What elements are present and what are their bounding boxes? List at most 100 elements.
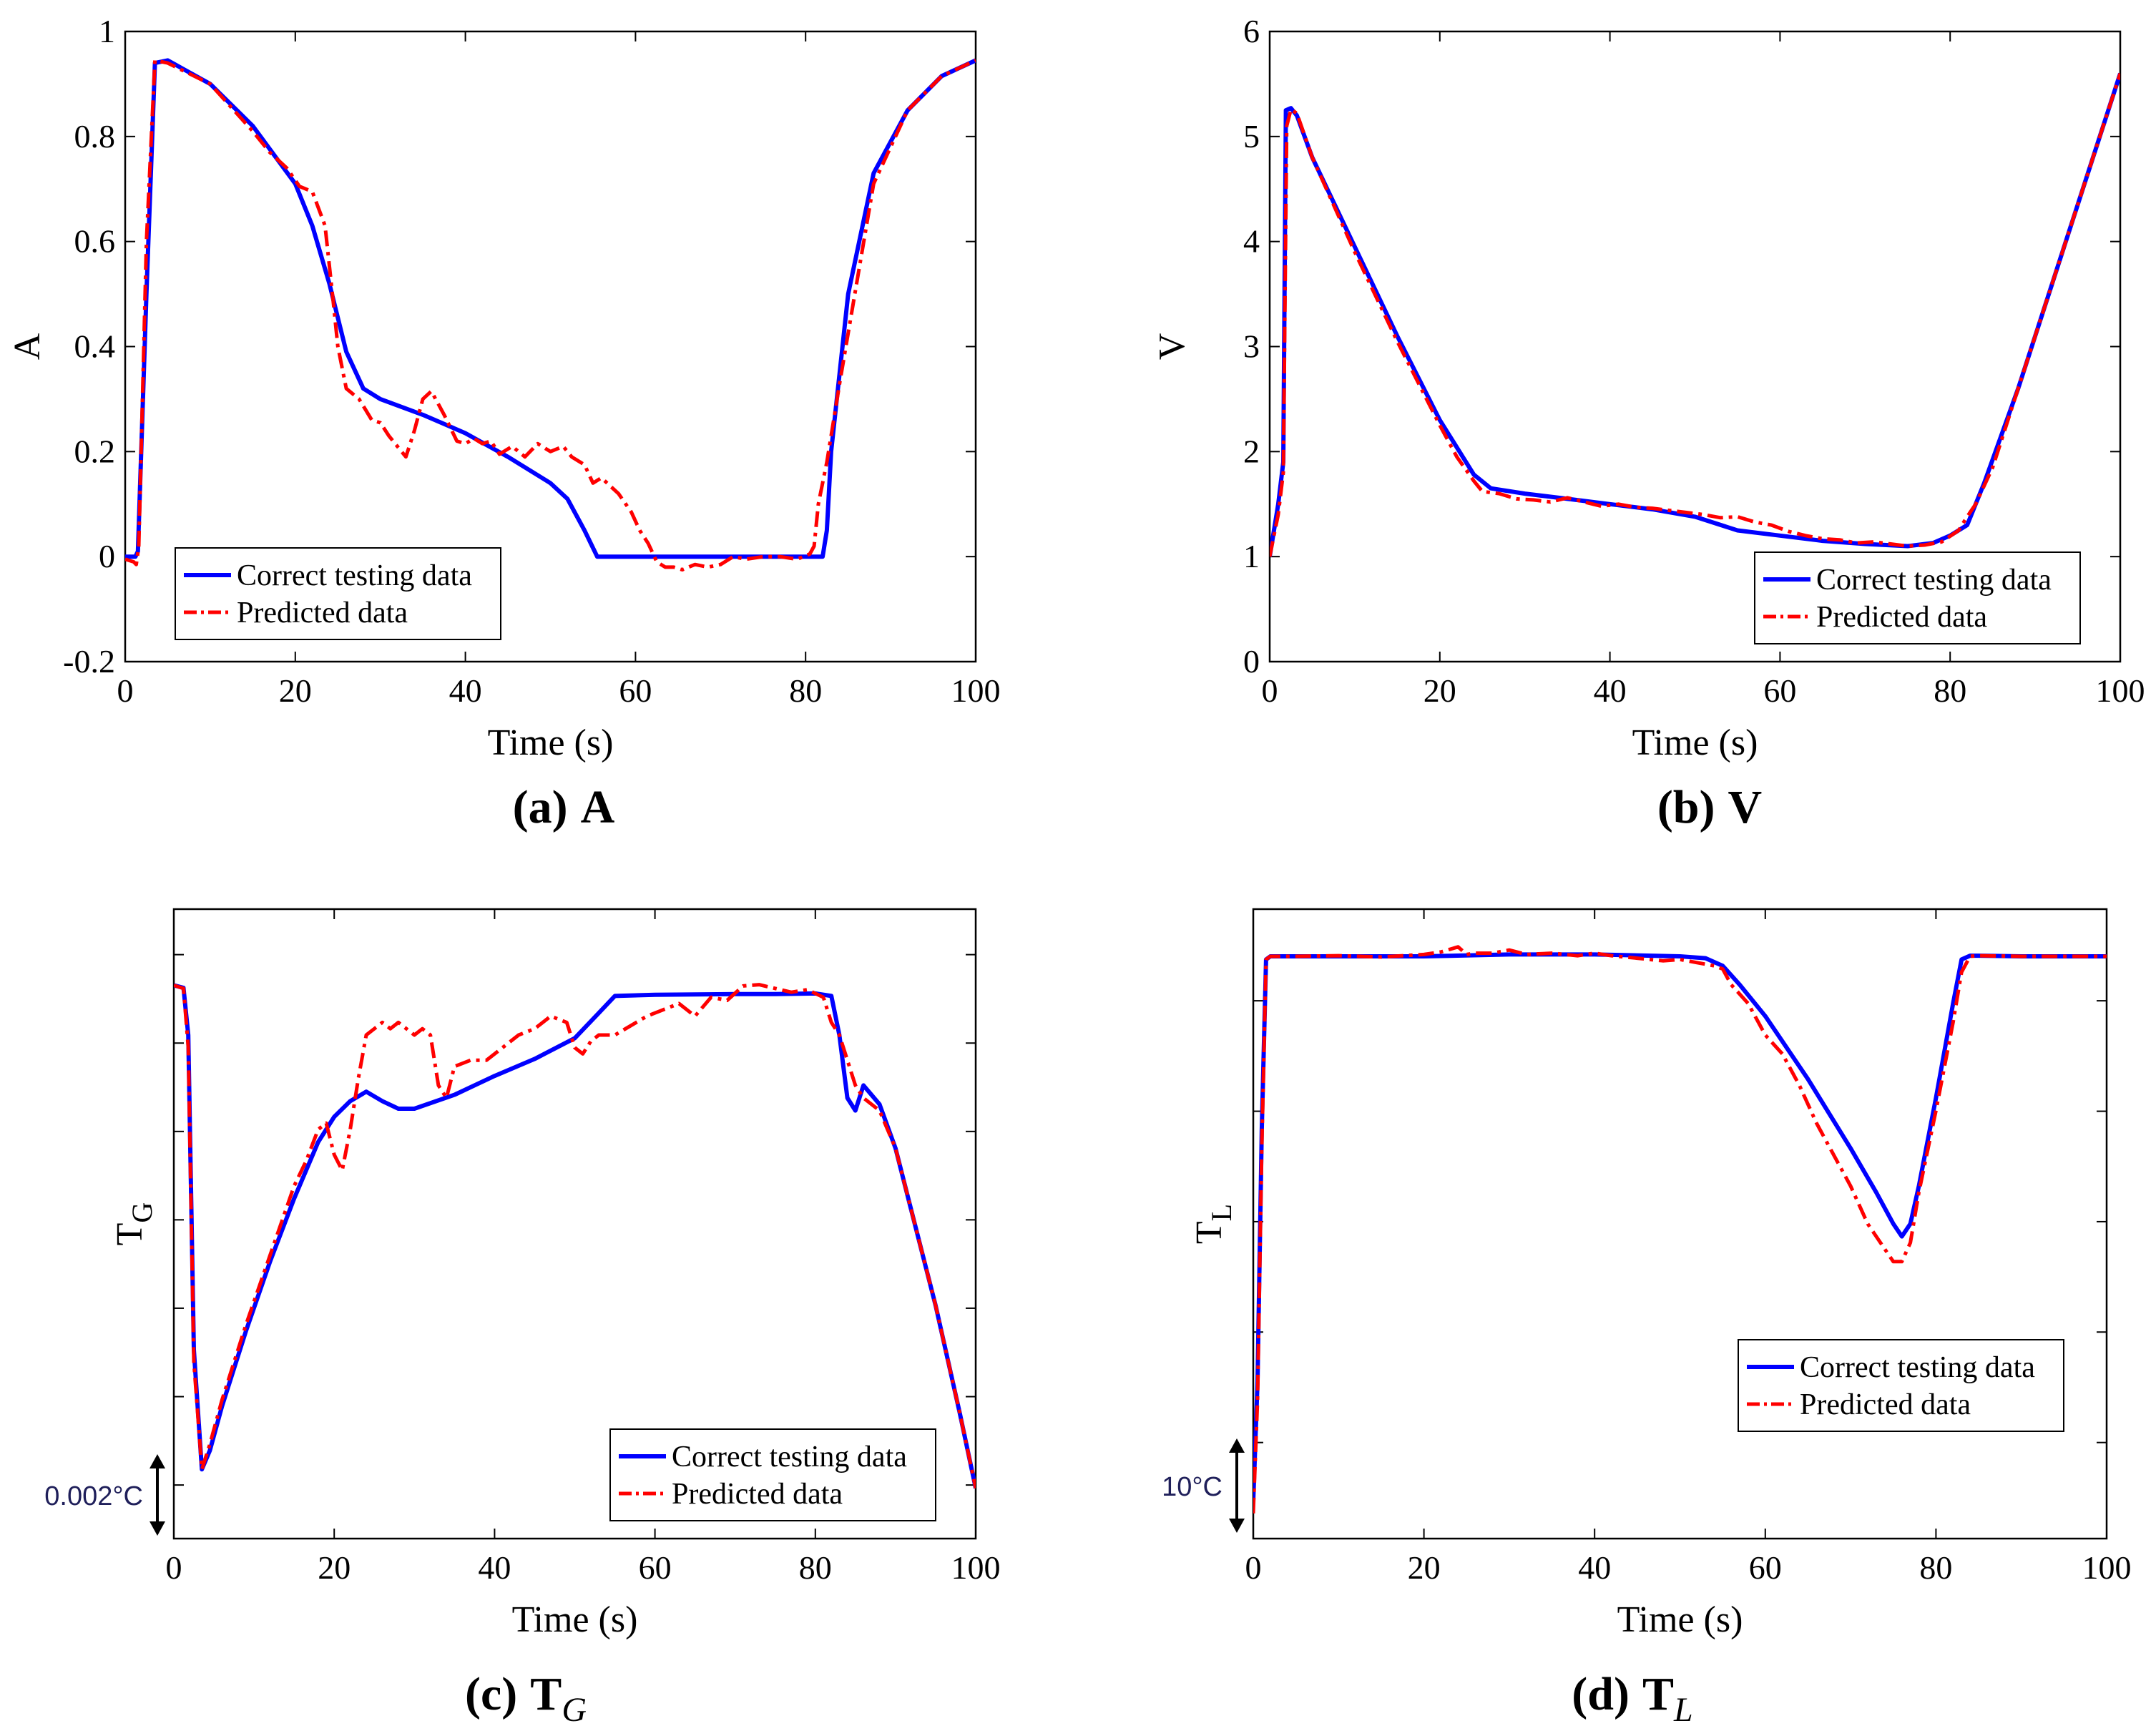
- x-tick-label: 0: [1262, 672, 1278, 709]
- series-line-correct: [1253, 952, 2107, 1501]
- x-axis-label: Time (s): [1617, 1599, 1743, 1640]
- subfigure-caption: (b) V: [1657, 781, 1762, 833]
- x-tick-label: 100: [2096, 672, 2145, 709]
- x-tick-label: 40: [1594, 672, 1627, 709]
- chart-b: 0 20 40 60 80 100 0 1 2 3 4 5 6 Time (s) V Correct test…: [1152, 13, 2145, 833]
- x-tick-label: 100: [951, 672, 1001, 709]
- x-tick-label: 20: [279, 672, 312, 709]
- caption-label: (a): [513, 781, 568, 833]
- series-line-correct: [1270, 72, 2120, 557]
- x-tick-label: 100: [2082, 1549, 2132, 1586]
- x-tick-label: 60: [1749, 1549, 1782, 1586]
- legend: Correct testing data Predicted data: [175, 547, 501, 640]
- axes-box: [1268, 30, 2122, 663]
- x-tick-label: 80: [799, 1549, 832, 1586]
- series-line-correct: [125, 58, 976, 559]
- caption-label: (d): [1572, 1668, 1630, 1720]
- x-tick-label: 20: [1424, 672, 1456, 709]
- x-tick-label: 40: [1578, 1549, 1611, 1586]
- scale-arrow-head-up: [1229, 1438, 1245, 1453]
- x-tick-label: 0: [166, 1549, 182, 1586]
- x-tick-label: 20: [318, 1549, 351, 1586]
- y-tick-label: 0.4: [74, 328, 116, 365]
- subfigure-caption: (c) TG: [465, 1668, 587, 1729]
- y-axis-label: A: [7, 333, 48, 360]
- legend: Correct testing data Predicted data: [1754, 551, 2081, 644]
- y-tick-label: 0: [99, 538, 115, 574]
- axes-box: [172, 908, 977, 1540]
- caption-variable: T: [530, 1668, 562, 1720]
- legend-label: Predicted data: [1816, 601, 1987, 634]
- y-tick-label: 5: [1243, 118, 1260, 155]
- legend-box: [175, 547, 501, 640]
- y-axis-label-main: T: [109, 1223, 150, 1246]
- caption-variable: A: [581, 781, 615, 833]
- scale-arrow-head-up: [150, 1454, 165, 1468]
- caption-subscript: G: [562, 1691, 587, 1729]
- x-tick-label: 60: [639, 1549, 672, 1586]
- x-tick-label: 80: [1934, 672, 1966, 709]
- x-tick-label: 80: [1919, 1549, 1952, 1586]
- legend-label: Correct testing data: [1816, 564, 2052, 597]
- axes-box: [1252, 908, 2108, 1540]
- legend: Correct testing data Predicted data: [1738, 1339, 2064, 1432]
- caption-subscript: L: [1673, 1691, 1693, 1729]
- legend-label: Correct testing data: [237, 559, 472, 592]
- x-tick-label: 60: [619, 672, 652, 709]
- y-tick-label: 0.6: [74, 223, 116, 260]
- series-line-predicted: [125, 58, 976, 572]
- y-tick-label: 1: [1243, 538, 1260, 574]
- caption-label: (b): [1657, 781, 1715, 833]
- scale-arrow-head-down: [150, 1521, 165, 1536]
- legend-box: [609, 1428, 936, 1521]
- subfigure-caption: (d) TL: [1572, 1668, 1692, 1729]
- y-axis-label-sub: G: [126, 1202, 158, 1223]
- y-tick-label: 0.8: [74, 118, 116, 155]
- y-axis-label-main: T: [1189, 1221, 1230, 1244]
- x-tick-label: 80: [789, 672, 822, 709]
- x-tick-label: 100: [951, 1549, 1001, 1586]
- x-tick-label: 0: [1245, 1549, 1262, 1586]
- x-tick-label: 60: [1763, 672, 1796, 709]
- legend: Correct testing data Predicted data: [609, 1428, 936, 1521]
- caption-label: (c): [465, 1668, 517, 1720]
- x-axis-label: Time (s): [488, 722, 614, 763]
- y-axis-label: TL: [1189, 1204, 1238, 1244]
- scale-annotation: 10°C: [1162, 1472, 1222, 1502]
- y-tick-label: 0.2: [74, 433, 116, 469]
- legend-box: [1754, 551, 2081, 644]
- y-axis-label-main: A: [7, 333, 48, 360]
- legend-label: Predicted data: [1800, 1388, 1971, 1421]
- y-axis-label: TG: [109, 1202, 158, 1246]
- x-tick-label: 40: [478, 1549, 511, 1586]
- series-line-predicted: [174, 983, 976, 1489]
- caption-variable: T: [1642, 1668, 1674, 1720]
- y-axis-label: V: [1152, 333, 1192, 361]
- legend-label: Predicted data: [672, 1478, 843, 1511]
- x-tick-label: 40: [449, 672, 482, 709]
- subfigure-caption: (a) A: [513, 781, 615, 833]
- y-tick-label: -0.2: [63, 643, 115, 680]
- y-tick-label: 4: [1243, 223, 1260, 260]
- legend-label: Correct testing data: [1800, 1351, 2035, 1384]
- y-tick-label: 3: [1243, 328, 1260, 365]
- y-axis-label-main: V: [1152, 333, 1192, 361]
- x-tick-label: 20: [1408, 1549, 1441, 1586]
- x-axis-label: Time (s): [512, 1599, 638, 1640]
- series-line-correct: [174, 983, 976, 1489]
- caption-variable: V: [1728, 781, 1763, 833]
- y-tick-label: 0: [1243, 643, 1260, 680]
- legend-box: [1738, 1339, 2064, 1432]
- x-tick-label: 0: [117, 672, 134, 709]
- legend-label: Predicted data: [237, 597, 408, 629]
- legend-label: Correct testing data: [672, 1441, 907, 1473]
- x-axis-label: Time (s): [1632, 722, 1758, 763]
- axes-box: [124, 30, 977, 663]
- series-line-predicted: [1253, 945, 2107, 1514]
- scale-annotation: 0.002°C: [44, 1481, 143, 1511]
- scale-arrow-head-down: [1229, 1519, 1245, 1533]
